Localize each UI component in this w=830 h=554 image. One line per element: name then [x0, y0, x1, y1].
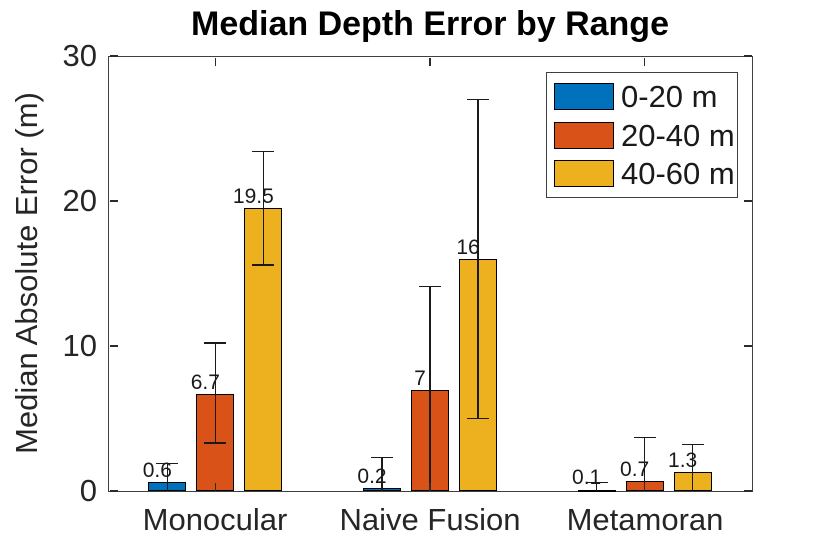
y-tick-right — [744, 490, 752, 492]
y-tick-left — [109, 55, 118, 57]
error-bar-stem — [166, 463, 169, 491]
legend-swatch-orange — [554, 121, 614, 149]
error-bar-stem — [262, 151, 265, 265]
x-tick-top-Monocular — [214, 57, 217, 66]
y-tick-left — [109, 200, 118, 202]
legend-item-40-60: 40-60 m — [554, 154, 737, 193]
x-tick-bottom-Monocular — [214, 483, 217, 491]
legend-swatch-yellow — [554, 160, 614, 188]
bar-value-label: 0.1 — [572, 466, 602, 489]
error-bar-cap-bottom — [252, 264, 275, 266]
error-bar-cap-top — [633, 436, 656, 439]
x-tick-label-monocular: Monocular — [142, 502, 288, 537]
legend-swatch-blue — [554, 82, 614, 110]
chart-title: Median Depth Error by Range — [191, 5, 669, 43]
error-bar-stem — [643, 437, 646, 491]
bar-value-label: 0.6 — [142, 459, 172, 483]
bar-value-label: 7 — [414, 366, 426, 390]
bar-value-label: 19.5 — [232, 185, 274, 209]
error-bar-cap-top — [204, 342, 227, 344]
x-tick-bottom-Metamoran — [643, 483, 646, 491]
plot-area — [108, 56, 753, 492]
y-tick-right — [744, 345, 752, 347]
bar-value-label: 16 — [456, 236, 480, 259]
y-tick-label: 0 — [79, 473, 97, 508]
x-tick-bottom-Naive Fusion — [429, 483, 431, 491]
y-tick-label: 10 — [62, 328, 97, 363]
error-bar-cap-top — [371, 456, 393, 459]
error-bar-stem — [381, 457, 383, 491]
error-bar-stem — [429, 286, 431, 491]
error-bar-cap-top — [252, 150, 275, 153]
y-tick-right — [744, 55, 752, 57]
error-bar-cap-top — [419, 285, 441, 288]
error-bar-cap-top — [681, 443, 704, 446]
x-tick-top-Metamoran — [643, 57, 646, 66]
y-axis-label: Median Absolute Error (m) — [9, 92, 44, 454]
bar-value-label: 0.2 — [357, 465, 387, 489]
error-bar-cap-top — [585, 481, 608, 484]
error-bar-stem — [691, 444, 694, 491]
legend-item-20-40: 20-40 m — [554, 116, 737, 155]
bar-value-label: 0.7 — [620, 457, 650, 481]
error-bar-cap-bottom — [467, 417, 489, 420]
y-tick-label: 30 — [62, 38, 97, 73]
y-tick-left — [109, 345, 118, 347]
bar-value-label: 6.7 — [190, 370, 220, 394]
legend-label: 20-40 m — [621, 117, 735, 153]
y-tick-left — [109, 490, 118, 492]
x-tick-label-metamoran: Metamoran — [566, 502, 724, 537]
bar-value-label: 1.3 — [668, 449, 698, 473]
error-bar-cap-top — [467, 98, 489, 101]
error-bar-cap-bottom — [204, 442, 227, 444]
y-tick-right — [744, 200, 752, 202]
error-bar-stem — [595, 482, 598, 491]
legend-label: 40-60 m — [621, 156, 735, 192]
error-bar-cap-top — [156, 462, 179, 465]
error-bar-stem — [477, 99, 479, 419]
x-tick-top-Naive Fusion — [429, 57, 431, 66]
y-tick-label: 20 — [62, 183, 97, 218]
legend-label: 0-20 m — [621, 78, 718, 114]
legend: 0-20 m 20-40 m 40-60 m — [546, 72, 738, 198]
legend-item-0-20: 0-20 m — [554, 77, 737, 116]
x-tick-label-naive-fusion: Naive Fusion — [339, 502, 521, 537]
error-bar-stem — [214, 343, 217, 444]
